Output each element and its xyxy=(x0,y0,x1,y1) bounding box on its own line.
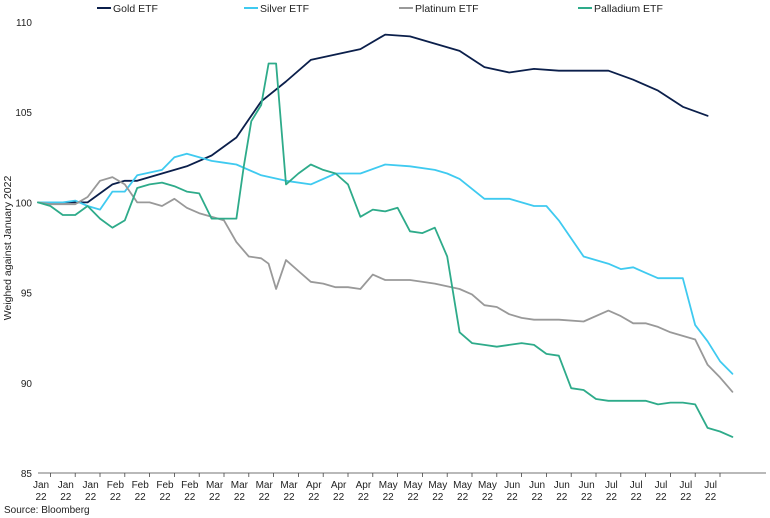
x-tick-label-year: 22 xyxy=(432,492,444,503)
x-tick-label-year: 22 xyxy=(184,492,196,503)
x-tick-label-month: May xyxy=(478,480,497,491)
x-tick-label-year: 22 xyxy=(655,492,667,503)
x-tick-label-year: 22 xyxy=(507,492,519,503)
x-tick-label-year: 22 xyxy=(135,492,147,503)
legend-label: Platinum ETF xyxy=(415,3,479,15)
x-tick-label-month: Apr xyxy=(306,480,322,491)
x-tick-label-year: 22 xyxy=(110,492,122,503)
x-tick-label-month: Jan xyxy=(58,480,74,491)
x-tick-label-month: Mar xyxy=(231,480,249,491)
x-tick-label-year: 22 xyxy=(383,492,395,503)
x-tick-label-month: May xyxy=(453,480,472,491)
x-tick-label-month: Feb xyxy=(156,480,174,491)
y-tick-label: 85 xyxy=(21,469,33,480)
x-tick-label-year: 22 xyxy=(556,492,568,503)
x-tick-label-year: 22 xyxy=(358,492,370,503)
x-tick-label-year: 22 xyxy=(531,492,543,503)
x-tick-label-month: Jan xyxy=(33,480,49,491)
x-tick-label-year: 22 xyxy=(581,492,593,503)
source-note: Source: Bloomberg xyxy=(4,505,90,516)
x-tick-label-year: 22 xyxy=(259,492,271,503)
x-tick-label-month: Jun xyxy=(529,480,545,491)
x-tick-label-month: Jan xyxy=(83,480,99,491)
series-line-gold-etf xyxy=(37,33,709,204)
x-tick-label-month: Jun xyxy=(554,480,570,491)
x-tick-label-year: 22 xyxy=(482,492,494,503)
x-tick-label-month: Jul xyxy=(679,480,692,491)
y-tick-label: 110 xyxy=(16,18,32,29)
x-tick-label-month: Jun xyxy=(504,480,520,491)
x-tick-label-month: Mar xyxy=(256,480,274,491)
x-tick-label-month: Jul xyxy=(655,480,668,491)
x-tick-label-month: Feb xyxy=(132,480,150,491)
x-tick-label-year: 22 xyxy=(407,492,419,503)
x-tick-label-month: Mar xyxy=(280,480,298,491)
x-tick-label-month: May xyxy=(404,480,423,491)
y-axis-title: Weighed against January 2022 xyxy=(2,176,14,321)
series-line-silver-etf xyxy=(37,152,734,375)
x-tick-label-month: Apr xyxy=(331,480,347,491)
x-tick-label-year: 22 xyxy=(705,492,717,503)
x-tick-label-year: 22 xyxy=(457,492,469,503)
y-tick-label: 105 xyxy=(15,108,32,119)
x-tick-label-month: May xyxy=(379,480,398,491)
x-tick-label-year: 22 xyxy=(85,492,97,503)
x-tick-label-month: Feb xyxy=(107,480,125,491)
legend-label: Palladium ETF xyxy=(594,3,663,15)
x-tick-label-month: Jun xyxy=(579,480,595,491)
legend-label: Gold ETF xyxy=(113,3,158,15)
x-tick-label-year: 22 xyxy=(234,492,246,503)
x-tick-label-year: 22 xyxy=(283,492,295,503)
x-tick-label-month: Mar xyxy=(206,480,224,491)
x-axis: Jan22Jan22Jan22Feb22Feb22Feb22Feb22Mar22… xyxy=(33,473,721,503)
x-tick-label-month: Jul xyxy=(630,480,643,491)
y-tick-label: 95 xyxy=(21,289,33,300)
y-tick-label: 100 xyxy=(15,198,32,209)
x-tick-label-month: Jul xyxy=(605,480,618,491)
x-tick-label-month: Apr xyxy=(356,480,372,491)
x-tick-label-month: May xyxy=(428,480,447,491)
y-tick-label: 90 xyxy=(21,379,33,390)
x-tick-label-year: 22 xyxy=(631,492,643,503)
x-tick-label-year: 22 xyxy=(209,492,221,503)
series-lines xyxy=(37,33,734,438)
y-axis: 85 90 95 100 105 110 xyxy=(15,18,32,480)
x-tick-label-year: 22 xyxy=(35,492,47,503)
series-line-platinum-etf xyxy=(37,176,734,393)
x-tick-label-month: Jul xyxy=(704,480,717,491)
x-tick-label-year: 22 xyxy=(333,492,345,503)
legend-label: Silver ETF xyxy=(260,3,309,15)
chart-legend: Gold ETF Silver ETF Platinum ETF Palladium … xyxy=(97,3,663,15)
x-tick-label-year: 22 xyxy=(308,492,320,503)
series-line-palladium-etf xyxy=(37,62,734,438)
x-tick-label-year: 22 xyxy=(60,492,72,503)
x-tick-label-month: Feb xyxy=(181,480,199,491)
x-tick-label-year: 22 xyxy=(680,492,692,503)
x-tick-label-year: 22 xyxy=(606,492,618,503)
x-tick-label-year: 22 xyxy=(159,492,171,503)
